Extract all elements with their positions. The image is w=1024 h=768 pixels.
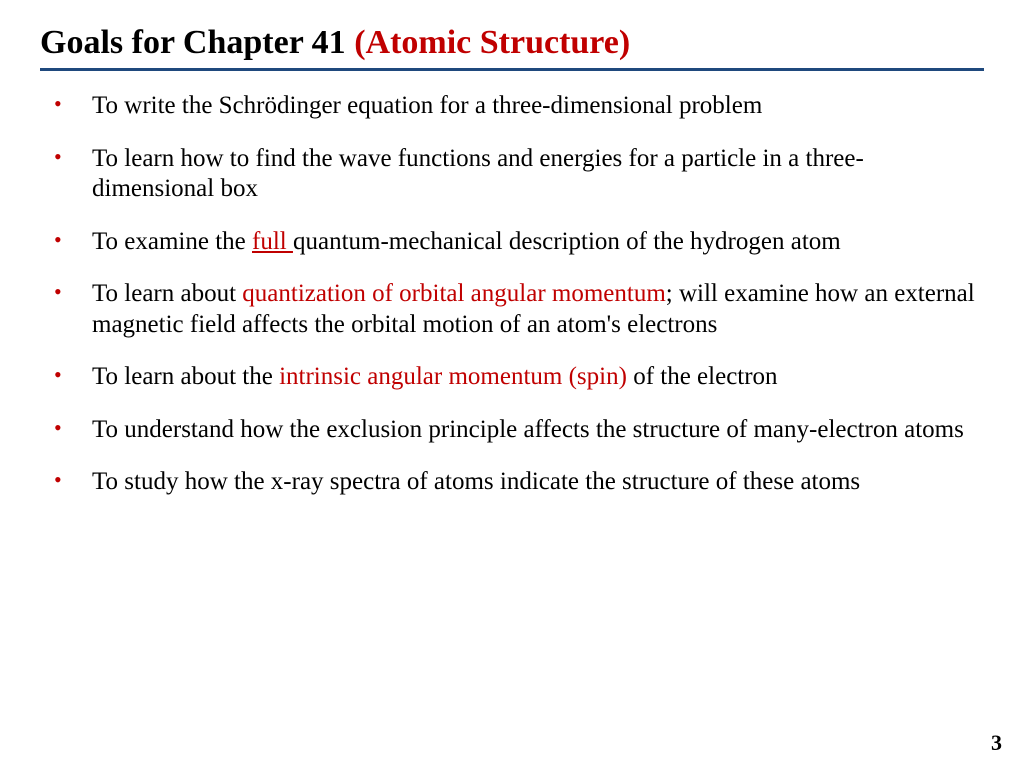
- bullet-highlight: quantization of orbital angular momentum: [242, 280, 666, 307]
- bullet-pre: To study how the x-ray spectra of atoms …: [92, 468, 860, 495]
- list-item: To learn about the intrinsic angular mom…: [48, 362, 984, 393]
- slide-container: Goals for Chapter 41 (Atomic Structure) …: [0, 0, 1024, 540]
- bullet-list: To write the Schrödinger equation for a …: [40, 91, 984, 498]
- list-item: To understand how the exclusion principl…: [48, 415, 984, 446]
- bullet-pre: To understand how the exclusion principl…: [92, 416, 964, 443]
- list-item: To learn how to find the wave functions …: [48, 144, 984, 205]
- bullet-pre: To learn about the: [92, 363, 279, 390]
- title-text-red: (Atomic Structure): [354, 24, 630, 61]
- list-item: To examine the full quantum-mechanical d…: [48, 227, 984, 258]
- list-item: To write the Schrödinger equation for a …: [48, 91, 984, 122]
- bullet-pre: To write the Schrödinger equation for a …: [92, 92, 762, 119]
- page-number: 3: [991, 730, 1002, 756]
- title-divider: [40, 68, 984, 71]
- bullet-pre: To learn about: [92, 280, 242, 307]
- bullet-post: of the electron: [627, 363, 778, 390]
- bullet-highlight: intrinsic angular momentum (spin): [279, 363, 627, 390]
- bullet-post: quantum-mechanical description of the hy…: [293, 228, 841, 255]
- list-item: To study how the x-ray spectra of atoms …: [48, 467, 984, 498]
- list-item: To learn about quantization of orbital a…: [48, 279, 984, 340]
- bullet-highlight: full: [252, 228, 293, 255]
- title-text-black: Goals for Chapter 41: [40, 24, 354, 61]
- slide-title: Goals for Chapter 41 (Atomic Structure): [40, 24, 984, 62]
- bullet-pre: To learn how to find the wave functions …: [92, 145, 864, 203]
- bullet-pre: To examine the: [92, 228, 252, 255]
